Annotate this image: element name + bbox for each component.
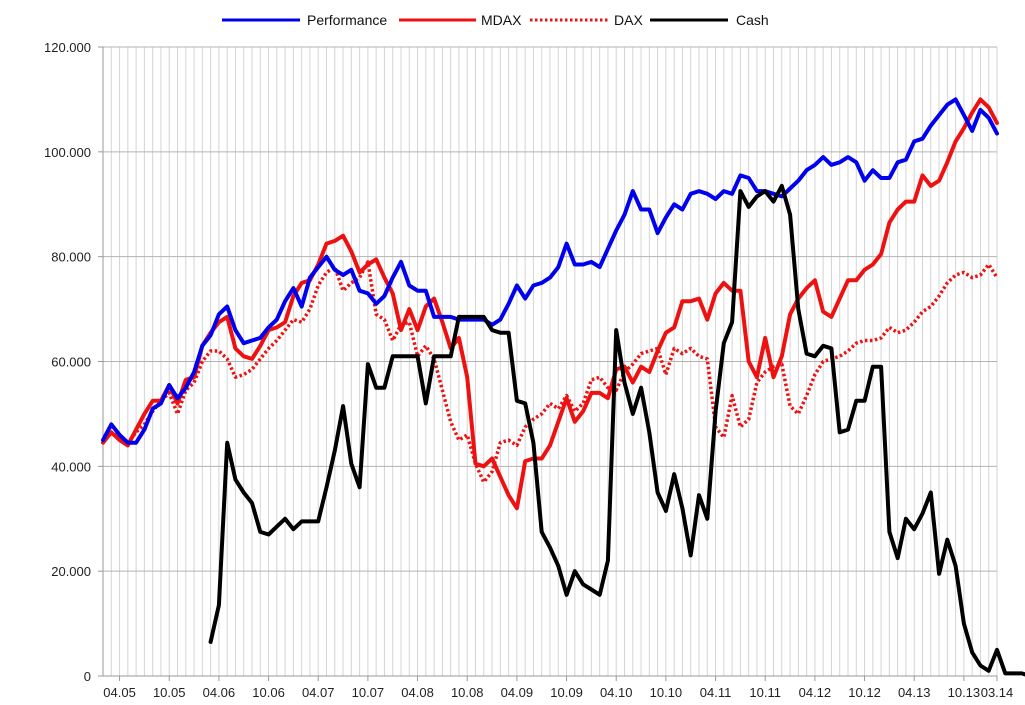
y-axis-ticks: 0 20.000 40.000 60.000 80.000 100.000 120.000	[44, 40, 103, 684]
x-tick-label: 10.12	[848, 685, 881, 700]
x-tick-label: 03.14	[981, 685, 1014, 700]
y-tick-label: 80.000	[51, 250, 91, 265]
x-axis-ticks: 04.05 10.05 04.06 10.06 04.07 10.07 04.08 10.08…	[103, 676, 1013, 700]
legend-label: Cash	[736, 12, 769, 28]
legend-item-mdax: MDAX	[399, 12, 522, 28]
legend-label: DAX	[614, 12, 643, 28]
legend-label: Performance	[307, 12, 387, 28]
x-tick-label: 10.07	[352, 685, 385, 700]
y-tick-label: 100.000	[44, 145, 91, 160]
chart-series	[101, 97, 1025, 677]
x-tick-label: 04.13	[898, 685, 931, 700]
x-tick-label: 04.07	[302, 685, 335, 700]
x-tick-label: 04.06	[203, 685, 236, 700]
legend-item-cash: Cash	[650, 12, 769, 28]
x-tick-label: 10.08	[451, 685, 484, 700]
x-tick-label: 04.08	[401, 685, 434, 700]
x-tick-label: 04.05	[103, 685, 136, 700]
y-tick-label: 120.000	[44, 40, 91, 55]
chart-gridlines	[102, 46, 998, 677]
y-tick-label: 60.000	[51, 355, 91, 370]
legend-item-performance: Performance	[222, 12, 387, 28]
x-tick-label: 10.11	[749, 685, 781, 700]
x-tick-label: 04.10	[600, 685, 633, 700]
legend-item-dax: DAX	[530, 12, 643, 28]
legend-label: MDAX	[481, 12, 522, 28]
y-tick-label: 20.000	[51, 564, 91, 579]
x-tick-label: 04.11	[700, 685, 732, 700]
x-tick-label: 10.06	[252, 685, 285, 700]
y-tick-label: 40.000	[51, 459, 91, 474]
x-tick-label: 10.10	[650, 685, 683, 700]
y-tick-label: 0	[84, 669, 91, 684]
x-tick-label: 04.12	[799, 685, 832, 700]
series-line-cash	[208, 183, 1025, 677]
x-tick-label: 04.09	[501, 685, 534, 700]
chart-legend: Performance MDAX DAX Cash	[222, 12, 769, 28]
x-tick-label: 10.09	[550, 685, 583, 700]
x-tick-label: 10.13	[948, 685, 981, 700]
series-line-performance	[101, 97, 999, 445]
x-tick-label: 10.05	[153, 685, 186, 700]
series-line-mdax	[101, 97, 999, 511]
